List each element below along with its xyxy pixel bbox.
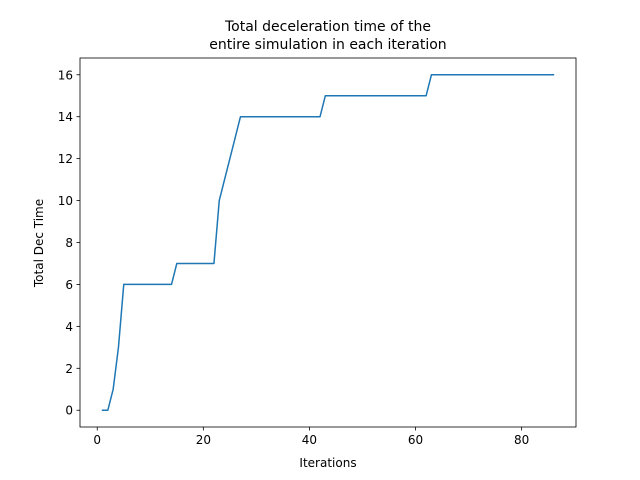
y-tick-label-6: 12 (58, 152, 73, 166)
x-axis-label: Iterations (299, 456, 356, 470)
y-tick-label-2: 4 (65, 320, 73, 334)
y-tick-label-5: 10 (58, 194, 73, 208)
y-tick-label-0: 0 (65, 404, 73, 418)
x-tick-label-3: 60 (408, 433, 423, 447)
x-tick-label-4: 80 (514, 433, 529, 447)
plot-area: 0 20 40 60 80 0 2 4 6 8 10 12 14 16 (58, 57, 577, 447)
chart-title-line-2: entire simulation in each iteration (209, 37, 446, 53)
y-axis-label: Total Dec Time (32, 199, 46, 288)
y-tick-label-1: 2 (65, 362, 73, 376)
series-line-0 (101, 74, 555, 411)
x-tick-label-2: 40 (302, 433, 317, 447)
x-tick-label-0: 0 (93, 433, 101, 447)
y-tick-label-4: 8 (65, 236, 73, 250)
y-tick-label-7: 14 (58, 110, 73, 124)
y-tick-label-3: 6 (65, 278, 73, 292)
chart-title-line-1: Total deceleration time of the (224, 19, 431, 35)
y-tick-label-8: 16 (58, 68, 73, 82)
x-tick-label-1: 20 (196, 433, 211, 447)
